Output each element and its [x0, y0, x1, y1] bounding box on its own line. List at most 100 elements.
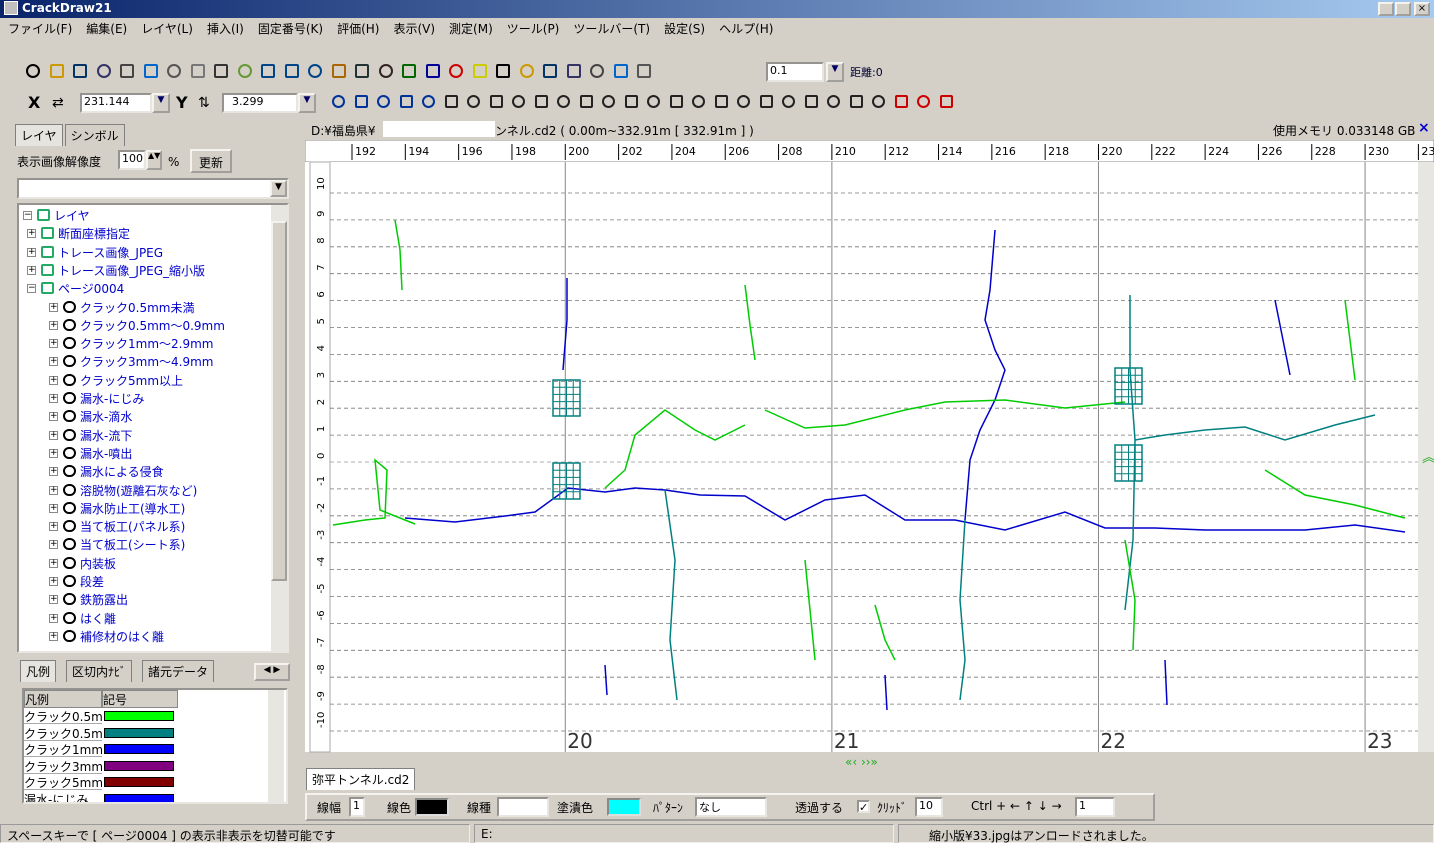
expand-box[interactable]: +	[49, 431, 58, 440]
layer-label[interactable]: 漏水-噴出	[80, 445, 132, 462]
layer-label[interactable]: 漏水による侵食	[80, 463, 164, 480]
toolbar-button[interactable]	[467, 95, 480, 108]
layer-combo[interactable]	[17, 178, 289, 199]
menu-item[interactable]: 評価(H)	[337, 20, 379, 37]
expand-box[interactable]: +	[49, 321, 58, 330]
spin-button[interactable]: ▲▼	[146, 150, 162, 170]
layer-label[interactable]: ページ0004	[58, 280, 124, 297]
property-input[interactable]: なし	[695, 797, 767, 817]
toolbar-button[interactable]	[214, 64, 228, 78]
toolbar-button[interactable]	[261, 64, 275, 78]
toolbar-button[interactable]	[167, 64, 181, 78]
legend-tab[interactable]: 凡例	[20, 660, 56, 682]
toolbar-button[interactable]	[490, 95, 503, 108]
maximize-button[interactable]	[1395, 2, 1411, 16]
layer-label[interactable]: 漏水-滴水	[80, 408, 132, 425]
expand-box[interactable]: −	[27, 284, 36, 293]
panel-tab[interactable]: レイヤ	[15, 124, 63, 146]
expand-box[interactable]: +	[49, 486, 58, 495]
toolbar-button[interactable]	[872, 95, 885, 108]
menu-item[interactable]: ツールバー(T)	[573, 20, 650, 37]
y-input[interactable]: 3.299	[222, 93, 298, 113]
toolbar-button[interactable]	[760, 95, 773, 108]
toolbar-button[interactable]	[355, 95, 368, 108]
expand-box[interactable]: +	[49, 303, 58, 312]
toolbar-button[interactable]	[580, 95, 593, 108]
expand-box[interactable]: +	[49, 614, 58, 623]
close-button[interactable]: ×	[1414, 2, 1430, 16]
menu-item[interactable]: ヘルプ(H)	[719, 20, 773, 37]
toolbar-button[interactable]	[120, 64, 134, 78]
layer-label[interactable]: 漏水防止工(導水工)	[80, 500, 185, 517]
layer-label[interactable]: トレース画像_JPEG	[58, 244, 163, 261]
layer-label[interactable]: 漏水-流下	[80, 427, 132, 444]
color-picker[interactable]	[415, 798, 449, 816]
legend-scrollbar[interactable]	[268, 690, 284, 802]
toolbar-button[interactable]	[308, 64, 322, 78]
toolbar-button[interactable]	[602, 95, 615, 108]
toolbar-button[interactable]	[512, 95, 525, 108]
property-input[interactable]: 1	[349, 797, 365, 817]
color-picker[interactable]	[607, 798, 641, 816]
toolbar-button[interactable]	[520, 64, 534, 78]
expand-box[interactable]: +	[49, 559, 58, 568]
layer-label[interactable]: 補修材のはく離	[80, 628, 164, 645]
menu-item[interactable]: 挿入(I)	[207, 20, 244, 37]
panel-tab[interactable]: シンボル	[65, 124, 125, 146]
layer-label[interactable]: レイヤ	[54, 207, 90, 224]
layer-label[interactable]: 漏水-にじみ	[80, 390, 144, 407]
property-input[interactable]: 1	[1075, 797, 1115, 817]
layer-label[interactable]: クラック5mm以上	[80, 372, 183, 389]
toolbar-button[interactable]	[614, 64, 628, 78]
toolbar-button[interactable]	[144, 64, 158, 78]
toolbar-button[interactable]	[782, 95, 795, 108]
toolbar-button[interactable]	[26, 64, 40, 78]
expand-box[interactable]: +	[49, 449, 58, 458]
menu-item[interactable]: 表示(V)	[393, 20, 435, 37]
resolution-input[interactable]: 100	[118, 150, 146, 170]
layer-label[interactable]: 溶脱物(遊離石灰など)	[80, 482, 197, 499]
menu-item[interactable]: 編集(E)	[86, 20, 127, 37]
layer-label[interactable]: 内装板	[80, 555, 116, 572]
close-view[interactable]: ×	[1418, 120, 1430, 136]
layer-label[interactable]: クラック1mm～2.9mm	[80, 335, 213, 352]
toolbar-button[interactable]	[332, 64, 346, 78]
layer-label[interactable]: クラック0.5mm～0.9mm	[80, 317, 225, 334]
toolbar-button[interactable]	[238, 64, 252, 78]
layer-label[interactable]: クラック0.5mm未満	[80, 299, 194, 316]
toolbar-button[interactable]	[97, 64, 111, 78]
expand-box[interactable]: +	[49, 540, 58, 549]
toolbar-button[interactable]	[50, 64, 64, 78]
toolbar-button[interactable]	[805, 95, 818, 108]
toolbar-button[interactable]	[637, 64, 651, 78]
property-input[interactable]	[497, 797, 549, 817]
tab-scroll[interactable]: ◀ ▶	[254, 663, 290, 681]
expand-box[interactable]: +	[49, 376, 58, 385]
toolbar-button[interactable]	[737, 95, 750, 108]
menu-item[interactable]: 設定(S)	[664, 20, 705, 37]
toolbar-button[interactable]	[590, 64, 604, 78]
expand-box[interactable]: +	[27, 248, 36, 257]
checkbox[interactable]: ✓	[857, 800, 870, 813]
expand-box[interactable]: −	[23, 211, 32, 220]
toolbar-button[interactable]	[400, 95, 413, 108]
expand-box[interactable]: +	[49, 632, 58, 641]
expand-box[interactable]: +	[49, 504, 58, 513]
toolbar-button[interactable]	[543, 64, 557, 78]
toolbar-button[interactable]	[917, 95, 930, 108]
layer-label[interactable]: 段差	[80, 573, 104, 590]
layer-label[interactable]: 鉄筋露出	[80, 591, 128, 608]
expand-box[interactable]: +	[49, 357, 58, 366]
toolbar-button[interactable]	[535, 95, 548, 108]
dropdown-button[interactable]: ▼	[152, 93, 170, 113]
expand-box[interactable]: +	[49, 522, 58, 531]
property-input[interactable]: 10	[915, 797, 943, 817]
toolbar-button[interactable]	[449, 64, 463, 78]
update-button[interactable]: 更新	[190, 149, 232, 173]
toolbar-button[interactable]	[402, 64, 416, 78]
minimize-button[interactable]	[1378, 2, 1394, 16]
menu-item[interactable]: 固定番号(K)	[258, 20, 323, 37]
x-input[interactable]: 231.144	[80, 93, 152, 113]
menu-item[interactable]: 測定(M)	[449, 20, 493, 37]
expand-box[interactable]: +	[49, 577, 58, 586]
